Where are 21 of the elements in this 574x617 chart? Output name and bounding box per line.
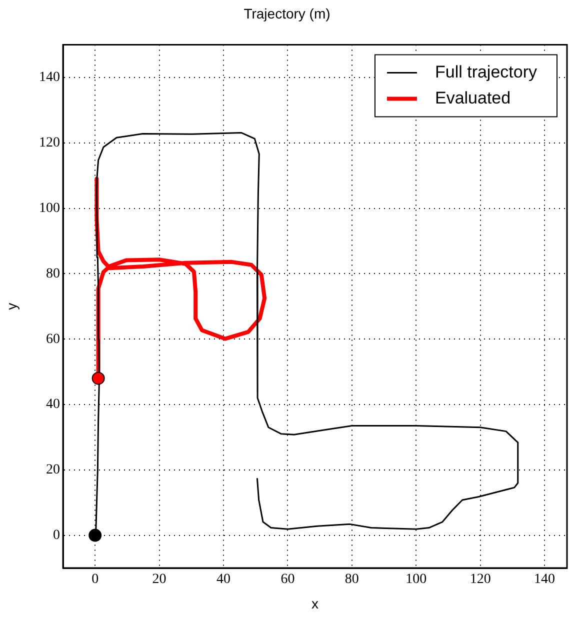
y-tick-label: 100 bbox=[39, 200, 60, 216]
y-tick-label: 40 bbox=[46, 397, 60, 412]
x-tick-label: 40 bbox=[216, 572, 231, 588]
legend-label: Full trajectory bbox=[434, 62, 538, 82]
x-tick-label: 120 bbox=[470, 572, 491, 588]
x-tick-label: 140 bbox=[534, 572, 556, 588]
x-tick-label: 20 bbox=[152, 572, 166, 588]
y-tick-label: 0 bbox=[53, 528, 60, 543]
y-tick-label: 80 bbox=[46, 266, 60, 282]
x-tick-label: 80 bbox=[344, 572, 359, 588]
y-tick-label: 120 bbox=[39, 136, 60, 151]
y-tick-label: 60 bbox=[46, 332, 60, 347]
legend-label: Evaluated bbox=[434, 88, 511, 108]
y-tick-label: 140 bbox=[39, 70, 60, 86]
x-tick-label: 60 bbox=[280, 572, 295, 588]
y-tick-label: 20 bbox=[46, 462, 60, 478]
y-axis-title: y bbox=[3, 302, 20, 310]
x-tick-label: 0 bbox=[92, 572, 99, 588]
chart-title: Trajectory (m) bbox=[244, 5, 330, 22]
x-axis-title: x bbox=[312, 595, 318, 612]
x-tick-label: 100 bbox=[406, 572, 427, 588]
